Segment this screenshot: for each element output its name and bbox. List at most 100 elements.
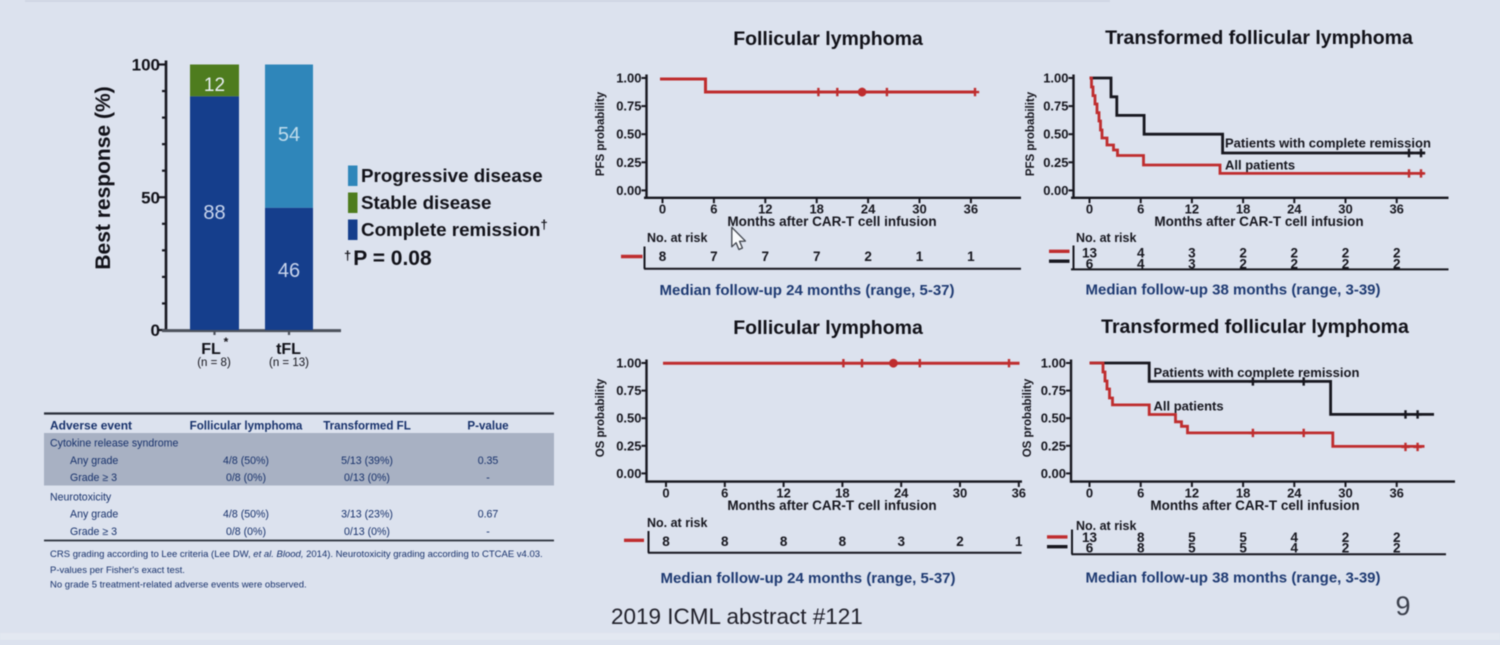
svg-text:13: 13 — [1082, 246, 1098, 261]
svg-text:1: 1 — [916, 249, 924, 264]
svg-text:PFS probability: PFS probability — [1025, 91, 1037, 176]
svg-text:54: 54 — [278, 124, 300, 146]
svg-text:12: 12 — [776, 486, 790, 501]
svg-text:6: 6 — [1086, 257, 1094, 272]
svg-text:Any grade: Any grade — [70, 455, 118, 467]
svg-text:tFL: tFL — [276, 341, 301, 358]
svg-text:0.75: 0.75 — [1043, 99, 1068, 114]
svg-text:Patients with complete remissi: Patients with complete remission — [1225, 136, 1431, 151]
svg-text:Follicular lymphoma: Follicular lymphoma — [190, 420, 303, 433]
svg-text:100: 100 — [132, 56, 160, 75]
svg-text:18: 18 — [1236, 486, 1250, 501]
svg-text:2: 2 — [956, 534, 964, 549]
svg-text:6: 6 — [710, 202, 717, 217]
svg-text:30: 30 — [1338, 202, 1352, 217]
svg-text:88: 88 — [203, 202, 225, 224]
svg-text:6: 6 — [1137, 486, 1144, 501]
svg-text:0: 0 — [1086, 202, 1093, 217]
svg-text:Months after CAR-T cell infusi: Months after CAR-T cell infusion — [1150, 498, 1359, 513]
svg-text:Months after CAR-T cell infusi: Months after CAR-T cell infusion — [727, 214, 936, 229]
svg-text:0.50: 0.50 — [1043, 127, 1068, 142]
svg-text:2: 2 — [1342, 257, 1350, 272]
svg-text:0.75: 0.75 — [1041, 383, 1066, 398]
svg-text:Months after CAR-T cell infusi: Months after CAR-T cell infusion — [1154, 214, 1363, 229]
svg-text:No grade 5 treatment-related a: No grade 5 treatment-related adverse eve… — [50, 580, 307, 591]
svg-text:All patients: All patients — [1154, 399, 1224, 414]
svg-text:24: 24 — [1287, 486, 1302, 501]
svg-text:P-value: P-value — [467, 420, 509, 433]
svg-text:Months after CAR-T cell infusi: Months after CAR-T cell infusion — [727, 498, 936, 513]
svg-text:2: 2 — [1393, 257, 1401, 272]
svg-text:2: 2 — [864, 249, 872, 264]
svg-text:12: 12 — [1185, 486, 1199, 501]
svg-text:-: - — [486, 526, 490, 538]
svg-text:Transformed follicular lymphom: Transformed follicular lymphoma — [1105, 27, 1413, 49]
svg-text:24: 24 — [1287, 202, 1302, 217]
svg-text:2: 2 — [1342, 530, 1350, 545]
svg-text:2: 2 — [1342, 541, 1350, 556]
svg-text:18: 18 — [1236, 202, 1250, 217]
svg-text:7: 7 — [813, 249, 821, 264]
svg-text:8: 8 — [1137, 530, 1145, 545]
svg-text:0.25: 0.25 — [616, 155, 641, 170]
svg-text:36: 36 — [1012, 486, 1026, 501]
svg-text:2019 ICML abstract #121: 2019 ICML abstract #121 — [611, 604, 863, 629]
svg-text:0/8 (0%): 0/8 (0%) — [226, 526, 266, 538]
svg-text:1.00: 1.00 — [1041, 356, 1066, 371]
svg-text:4: 4 — [1137, 246, 1145, 261]
svg-text:Grade ≥ 3: Grade ≥ 3 — [70, 472, 117, 484]
svg-text:24: 24 — [861, 202, 876, 217]
svg-text:13: 13 — [1082, 530, 1098, 545]
svg-text:30: 30 — [953, 486, 967, 501]
svg-text:2: 2 — [1291, 257, 1299, 272]
svg-text:0: 0 — [151, 321, 160, 340]
svg-text:2: 2 — [1393, 246, 1401, 261]
svg-text:OS probability: OS probability — [1022, 378, 1034, 457]
svg-text:12: 12 — [758, 202, 772, 217]
svg-text:24: 24 — [894, 486, 909, 501]
svg-text:36: 36 — [964, 202, 978, 217]
svg-text:4: 4 — [1291, 541, 1299, 556]
svg-text:Neurotoxicity: Neurotoxicity — [50, 492, 112, 504]
svg-text:*: * — [224, 335, 229, 349]
svg-text:4/8 (50%): 4/8 (50%) — [223, 509, 269, 521]
svg-text:Median follow-up 38 months (ra: Median follow-up 38 months (range, 3-39) — [1085, 570, 1380, 587]
svg-text:50: 50 — [141, 188, 160, 207]
svg-text:2: 2 — [1393, 530, 1401, 545]
svg-text:5/13 (39%): 5/13 (39%) — [341, 455, 393, 467]
svg-text:8: 8 — [839, 534, 847, 549]
svg-text:8: 8 — [1137, 541, 1145, 556]
svg-text:†P = 0.08: †P = 0.08 — [344, 247, 432, 270]
svg-text:Patients with complete remissi: Patients with complete remission — [1154, 365, 1360, 380]
svg-text:2: 2 — [1291, 246, 1299, 261]
svg-text:1.00: 1.00 — [616, 356, 641, 371]
svg-text:Median follow-up 24 months (ra: Median follow-up 24 months (range, 5-37) — [660, 570, 955, 587]
svg-text:6: 6 — [1086, 541, 1094, 556]
svg-text:4: 4 — [1291, 530, 1299, 545]
svg-text:3: 3 — [1188, 257, 1196, 272]
svg-text:No. at risk: No. at risk — [647, 516, 707, 530]
svg-text:30: 30 — [912, 202, 926, 217]
svg-text:No. at risk: No. at risk — [1076, 231, 1136, 245]
svg-text:Grade ≥ 3: Grade ≥ 3 — [70, 526, 117, 538]
svg-text:0: 0 — [659, 202, 666, 217]
svg-text:0.00: 0.00 — [1041, 466, 1066, 481]
svg-text:5: 5 — [1239, 541, 1247, 556]
svg-text:1: 1 — [1015, 534, 1023, 549]
svg-text:-: - — [486, 472, 490, 484]
svg-text:18: 18 — [809, 202, 823, 217]
svg-text:Cytokine release syndrome: Cytokine release syndrome — [50, 438, 178, 450]
svg-text:8: 8 — [721, 534, 729, 549]
svg-text:Stable disease: Stable disease — [361, 192, 492, 213]
svg-text:1.00: 1.00 — [616, 71, 641, 86]
svg-text:0/13 (0%): 0/13 (0%) — [344, 472, 390, 484]
svg-text:0/13 (0%): 0/13 (0%) — [344, 526, 390, 538]
svg-text:46: 46 — [278, 260, 300, 282]
svg-text:7: 7 — [710, 249, 718, 264]
svg-text:2: 2 — [1393, 541, 1401, 556]
svg-text:No. at risk: No. at risk — [1076, 519, 1136, 533]
svg-text:P-values per Fisher's exact te: P-values per Fisher's exact test. — [50, 565, 185, 576]
svg-text:12: 12 — [1185, 202, 1199, 217]
svg-text:0.25: 0.25 — [616, 438, 641, 453]
svg-text:0.75: 0.75 — [616, 383, 641, 398]
